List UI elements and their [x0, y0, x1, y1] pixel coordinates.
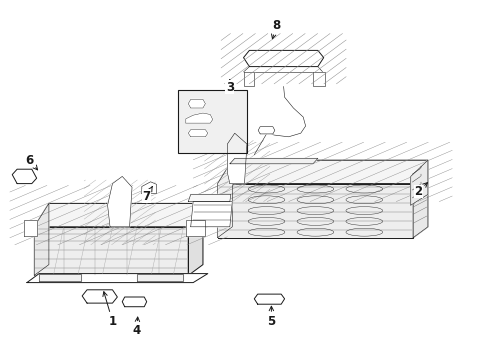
- Polygon shape: [137, 274, 183, 281]
- Text: 6: 6: [25, 154, 38, 170]
- Polygon shape: [188, 130, 207, 137]
- Polygon shape: [217, 160, 427, 184]
- Polygon shape: [217, 160, 232, 238]
- Polygon shape: [34, 203, 49, 275]
- Polygon shape: [243, 72, 254, 86]
- Text: 7: 7: [142, 186, 152, 203]
- Polygon shape: [412, 160, 427, 238]
- Polygon shape: [34, 203, 203, 227]
- Polygon shape: [107, 176, 132, 227]
- Polygon shape: [188, 203, 203, 275]
- Polygon shape: [190, 202, 232, 227]
- Polygon shape: [258, 127, 274, 134]
- Polygon shape: [188, 194, 230, 202]
- Polygon shape: [243, 50, 323, 67]
- Polygon shape: [229, 158, 317, 164]
- Polygon shape: [82, 290, 117, 303]
- Polygon shape: [412, 184, 427, 238]
- Polygon shape: [312, 72, 325, 86]
- Polygon shape: [24, 220, 37, 236]
- Bar: [178, 90, 246, 153]
- Polygon shape: [39, 274, 81, 281]
- Polygon shape: [185, 113, 212, 123]
- Polygon shape: [227, 133, 246, 184]
- Polygon shape: [12, 169, 37, 184]
- Polygon shape: [185, 220, 205, 236]
- Text: 8: 8: [271, 19, 280, 39]
- Text: 3: 3: [225, 80, 233, 94]
- Polygon shape: [142, 182, 156, 194]
- Text: 4: 4: [133, 317, 141, 337]
- Polygon shape: [254, 294, 284, 304]
- Text: 1: 1: [102, 292, 116, 328]
- Polygon shape: [27, 274, 207, 283]
- Text: 5: 5: [267, 306, 275, 328]
- Polygon shape: [34, 227, 188, 275]
- Polygon shape: [188, 99, 205, 108]
- Polygon shape: [410, 160, 427, 205]
- Polygon shape: [217, 184, 412, 238]
- Polygon shape: [122, 297, 146, 307]
- Text: 2: 2: [413, 183, 427, 198]
